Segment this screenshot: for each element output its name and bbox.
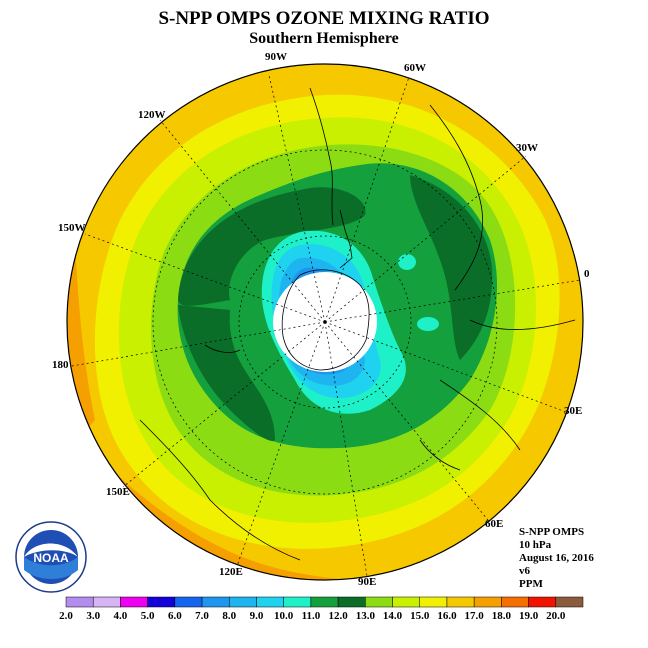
colorbar-tick-label: 18.0 bbox=[491, 610, 511, 622]
colorbar-cell bbox=[473, 596, 502, 608]
colorbar-cell bbox=[310, 596, 339, 608]
colorbar-tick-label: 3.0 bbox=[86, 610, 101, 622]
colorbar-tick-label: 7.0 bbox=[195, 610, 209, 622]
colorbar-cells bbox=[65, 596, 584, 608]
colorbar-tick-label: 2.0 bbox=[59, 610, 73, 622]
colorbar-cell bbox=[92, 596, 121, 608]
colorbar-tick-label: 5.0 bbox=[140, 610, 155, 622]
info-level: 10 hPa bbox=[519, 539, 552, 551]
colorbar-tick-label: 19.0 bbox=[518, 610, 539, 622]
coastlines bbox=[139, 87, 576, 561]
colorbar-tick-label: 17.0 bbox=[464, 610, 484, 622]
island-10-11-b bbox=[417, 317, 439, 331]
colorbar-cell bbox=[555, 596, 584, 608]
colorbar-tick-label: 13.0 bbox=[355, 610, 375, 622]
info-date: August 16, 2016 bbox=[519, 552, 594, 564]
colorbar-cell bbox=[256, 596, 284, 608]
noaa-logo: NOAA bbox=[15, 521, 87, 593]
colorbar-cell bbox=[528, 596, 557, 608]
colorbar-tick-label: 12.0 bbox=[328, 610, 348, 622]
band-12-southwest bbox=[178, 305, 275, 441]
colorbar bbox=[65, 596, 584, 608]
colorbar-cell bbox=[392, 596, 420, 608]
lon-label-30e: 30E bbox=[564, 405, 583, 417]
band-12-east bbox=[410, 175, 493, 360]
island-10-11-a bbox=[398, 254, 416, 270]
map-title: S-NPP OMPS OZONE MIXING RATIO bbox=[158, 8, 490, 29]
lon-label-150w: 150W bbox=[58, 222, 86, 234]
lon-label-150e: 150E bbox=[106, 486, 130, 498]
colorbar-tick-label: 10.0 bbox=[274, 610, 294, 622]
colorbar-tick-label: 11.0 bbox=[301, 610, 321, 622]
lon-label-120w: 120W bbox=[138, 109, 166, 121]
lon-label-60w: 60W bbox=[404, 62, 426, 74]
colorbar-tick-label: 8.0 bbox=[222, 610, 237, 622]
colorbar-cell bbox=[120, 596, 148, 608]
colorbar-tick-label: 4.0 bbox=[113, 610, 128, 622]
info-version: v6 bbox=[519, 565, 530, 577]
colorbar-cell bbox=[365, 596, 393, 608]
lon-label-120e: 120E bbox=[219, 566, 243, 578]
south-pole-dot bbox=[323, 320, 327, 324]
colorbar-cell bbox=[419, 596, 448, 608]
colorbar-cell bbox=[446, 596, 475, 608]
colorbar-tick-label: 16.0 bbox=[437, 610, 457, 622]
colorbar-tick-label: 9.0 bbox=[249, 610, 264, 622]
colorbar-cell bbox=[229, 596, 257, 608]
colorbar-cell bbox=[337, 596, 366, 608]
info-product: S-NPP OMPS bbox=[519, 526, 585, 538]
colorbar-cell bbox=[65, 596, 94, 608]
band-12-core bbox=[178, 187, 366, 306]
colorbar-cell bbox=[201, 596, 230, 608]
colorbar-tick-label: 20.0 bbox=[546, 610, 566, 622]
lon-label-0: 0 bbox=[584, 268, 590, 280]
map-subtitle: Southern Hemisphere bbox=[249, 30, 399, 47]
graticule bbox=[71, 74, 581, 577]
colorbar-cell bbox=[501, 596, 529, 608]
noaa-logo-text: NOAA bbox=[33, 551, 69, 565]
polar-map bbox=[66, 63, 584, 581]
lon-label-180: 180 bbox=[52, 359, 69, 371]
colorbar-cell bbox=[147, 596, 176, 608]
colorbar-tick-label: 15.0 bbox=[410, 610, 430, 622]
globe-outline bbox=[66, 63, 584, 581]
colorbar-tick-label: 6.0 bbox=[167, 610, 182, 622]
colorbar-cell bbox=[283, 596, 312, 608]
colorbar-tick-label: 14.0 bbox=[382, 610, 403, 622]
lon-label-90e: 90E bbox=[358, 576, 377, 588]
lon-label-30w: 30W bbox=[516, 142, 538, 154]
lon-label-60e: 60E bbox=[485, 518, 504, 530]
lon-label-90w: 90W bbox=[265, 51, 287, 63]
colorbar-cell bbox=[174, 596, 203, 608]
info-units: PPM bbox=[519, 578, 543, 590]
